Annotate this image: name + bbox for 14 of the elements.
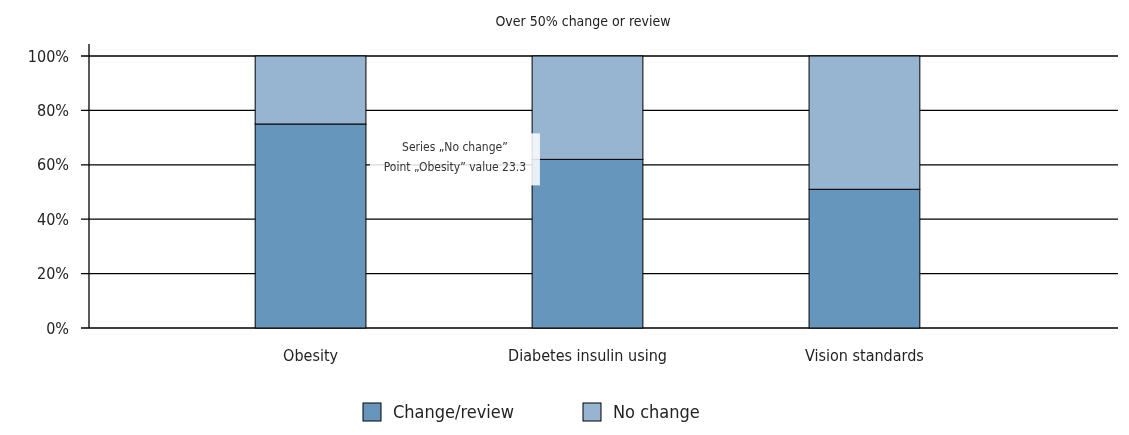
y-tick-label: 100%: [27, 46, 69, 66]
annotation: Point „Obesity” value 23.3: [383, 160, 527, 175]
x-tick-label: Obesity: [283, 346, 339, 365]
chart-title: Over 50% change or review: [495, 13, 671, 29]
x-tick-label: Vision standards: [805, 346, 924, 365]
legend-label: Change/review: [393, 401, 514, 422]
legend-label: No change: [613, 401, 700, 422]
annotation: Series „No change”: [402, 140, 508, 155]
y-tick-label: 80%: [37, 101, 69, 120]
y-tick-label: 40%: [37, 209, 69, 229]
y-tick-label: 0%: [46, 318, 69, 338]
y-tick-label: 60%: [37, 155, 69, 175]
y-tick-label: 20%: [37, 264, 69, 284]
x-tick-label: Diabetes insulin using: [508, 346, 667, 365]
